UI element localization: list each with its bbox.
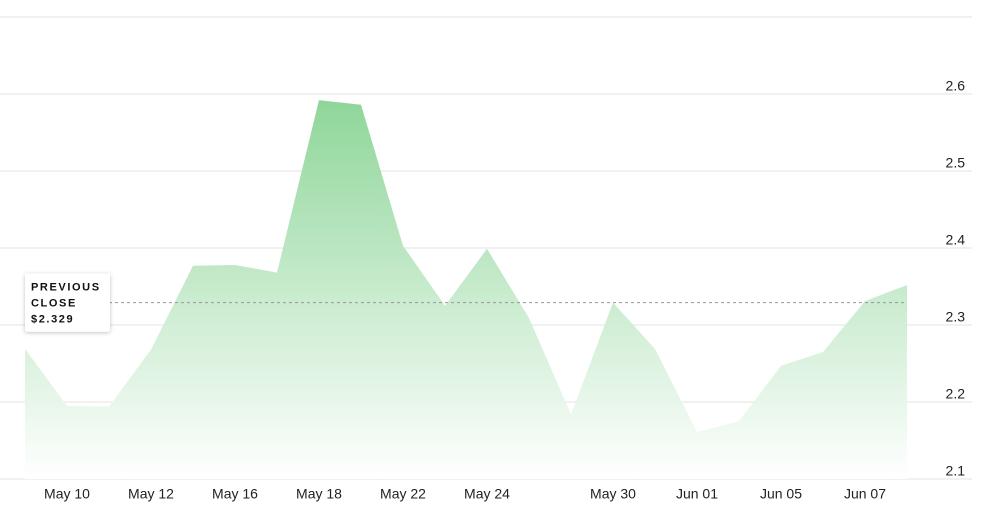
y-tick-label: 2.1 (946, 463, 966, 479)
x-tick-label: Jun 05 (760, 486, 802, 502)
x-tick-label: May 16 (212, 486, 258, 502)
y-tick-label: 2.3 (946, 309, 966, 325)
annotation-box (25, 273, 110, 332)
y-tick-label: 2.5 (946, 155, 966, 171)
y-tick-label: 2.4 (946, 232, 966, 248)
x-tick-label: May 22 (380, 486, 426, 502)
x-tick-label: May 18 (296, 486, 342, 502)
annotation: PREVIOUS CLOSE $2.329 (25, 273, 907, 332)
x-tick-label: May 24 (464, 486, 510, 502)
x-tick-label: May 30 (590, 486, 636, 502)
annotation-value: $2.329 (31, 314, 74, 326)
x-tick-label: Jun 01 (676, 486, 718, 502)
y-tick-label: 2.6 (946, 78, 966, 94)
annotation-label: PREVIOUS CLOSE (31, 282, 101, 310)
x-tick-label: May 12 (128, 486, 174, 502)
x-tick-label: Jun 07 (844, 486, 886, 502)
y-tick-label: 2.2 (946, 386, 966, 402)
area (25, 100, 907, 479)
plot-area: May 10 May 12 May 16 May 18 May 22 May 24 May … (25, 100, 907, 502)
x-tick-label: May 10 (44, 486, 90, 502)
